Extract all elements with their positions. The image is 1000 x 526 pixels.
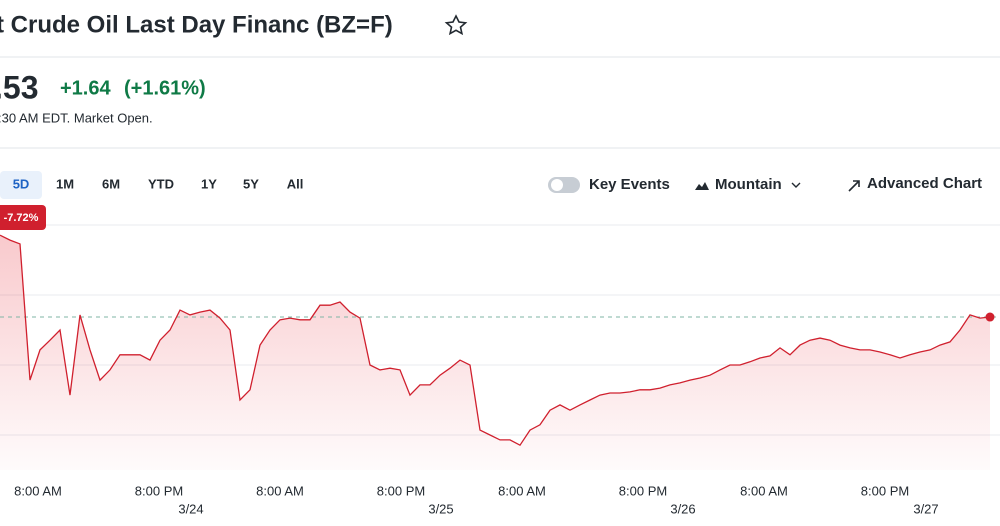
range-button[interactable]: YTD [148, 176, 174, 191]
range-selected-bg [0, 171, 42, 199]
range-button[interactable]: All [287, 176, 304, 191]
area-fill [0, 235, 990, 470]
toggle-knob [551, 179, 563, 191]
x-tick-label: 8:00 PM [619, 483, 667, 498]
x-tick-label: 8:00 PM [377, 483, 425, 498]
x-tick-label: 8:00 AM [498, 483, 546, 498]
x-tick-label: 8:00 AM [256, 483, 304, 498]
range-button[interactable]: 1Y [201, 176, 217, 191]
plot: -7.72% 8:00 AM 8:00 PM 8:00 AM 8:00 PM 8:00 A… [0, 205, 1000, 516]
quote-title: t Crude Oil Last Day Financ (BZ=F) [0, 11, 393, 38]
key-events[interactable]: Key Events [589, 176, 670, 193]
range-button[interactable]: 5Y [243, 176, 259, 191]
last-point [985, 312, 995, 322]
date-tick-label: 3/25 [428, 501, 453, 516]
price-line [0, 234, 991, 447]
change-badge-bg [0, 205, 46, 230]
range-button[interactable]: 6M [102, 176, 120, 191]
price: .53 [0, 69, 38, 105]
change-badge: -7.72% [4, 212, 39, 224]
price-change: +1.64 [60, 77, 111, 99]
x-tick-label: 8:00 AM [740, 483, 788, 498]
x-tick-label: 8:00 PM [861, 483, 909, 498]
range-button[interactable]: 5D [13, 176, 30, 191]
expand-icon [848, 180, 860, 192]
x-tick-label: 8:00 PM [135, 483, 183, 498]
mountain-icon [695, 182, 709, 190]
price-change-percent: (+1.61%) [124, 77, 206, 99]
date-tick-label: 3/24 [178, 501, 203, 516]
range-buttons: 5D 1M 6M YTD 1Y 5Y All [0, 171, 303, 199]
market-status: :30 AM EDT. Market Open. [0, 110, 153, 125]
date-tick-label: 3/27 [913, 501, 938, 516]
chart-style[interactable]: Mountain [715, 176, 782, 193]
x-tick-label: 8:00 AM [14, 483, 62, 498]
caret [791, 182, 801, 188]
range-button[interactable]: 1M [56, 176, 74, 191]
advanced-chart[interactable]: Advanced Chart [867, 175, 982, 192]
date-tick-label: 3/26 [670, 501, 695, 516]
watchlist-star[interactable] [444, 14, 468, 36]
